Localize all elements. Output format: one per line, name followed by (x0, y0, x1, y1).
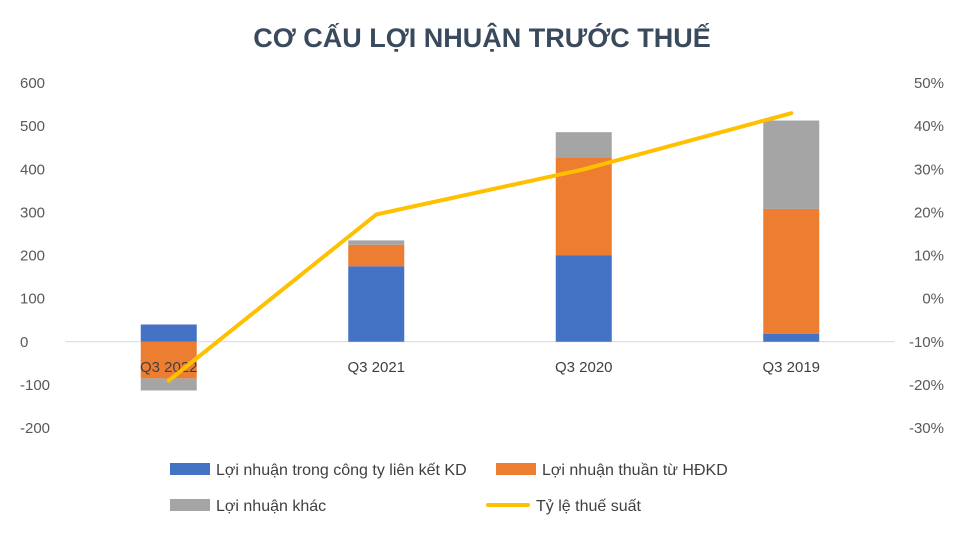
legend-swatch-2 (496, 463, 536, 475)
left-tick-label: -100 (20, 377, 50, 394)
right-tick-label: 20% (914, 204, 944, 221)
bar-segment-3 (140, 378, 197, 391)
legend: Lợi nhuận trong công ty liên kết KD Lợi n… (170, 462, 728, 515)
legend-label-4: Tỷ lệ thuế suất (536, 498, 642, 515)
right-tick-label: 30% (914, 161, 944, 178)
bar-segment-1 (348, 266, 405, 342)
right-tick-label: -20% (909, 377, 944, 394)
right-tick-label: -30% (909, 420, 944, 437)
bar-segment-3 (763, 120, 820, 209)
line-series-tax-rate (166, 111, 794, 383)
right-tick-label: -10% (909, 334, 944, 351)
legend-swatch-1 (170, 463, 210, 475)
bar-segment-2 (348, 244, 405, 267)
left-tick-label: 600 (20, 75, 45, 92)
bar-segment-1 (763, 333, 820, 342)
category-label: Q3 2020 (555, 359, 613, 376)
category-label: Q3 2021 (347, 359, 405, 376)
right-axis: 50% 40% 30% 20% 10% 0% -10% -20% -30% (909, 75, 944, 437)
left-tick-label: 100 (20, 291, 45, 308)
legend-label-2: Lợi nhuận thuần từ HĐKD (542, 462, 728, 479)
left-tick-label: -200 (20, 420, 50, 437)
legend-label-1: Lợi nhuận trong công ty liên kết KD (216, 462, 467, 479)
right-tick-label: 0% (922, 291, 944, 308)
left-tick-label: 200 (20, 248, 45, 265)
left-tick-label: 300 (20, 204, 45, 221)
left-tick-label: 500 (20, 118, 45, 135)
category-label: Q3 2019 (762, 359, 820, 376)
legend-swatch-3 (170, 499, 210, 511)
right-tick-label: 50% (914, 75, 944, 92)
bar-segment-1 (140, 324, 197, 342)
right-tick-label: 10% (914, 248, 944, 265)
bar-series (140, 120, 820, 391)
category-axis: Q3 2022 Q3 2021 Q3 2020 Q3 2019 (140, 359, 820, 376)
bar-segment-2 (763, 208, 820, 334)
left-tick-label: 0 (20, 334, 28, 351)
bar-segment-3 (348, 240, 405, 245)
bar-segment-3 (555, 132, 612, 158)
category-label: Q3 2022 (140, 359, 198, 376)
right-tick-label: 40% (914, 118, 944, 135)
bar-segment-1 (555, 255, 612, 342)
left-tick-label: 400 (20, 161, 45, 178)
chart-title: CƠ CẤU LỢI NHUẬN TRƯỚC THUẾ (253, 22, 710, 53)
legend-label-3: Lợi nhuận khác (216, 498, 326, 515)
left-axis: 600 500 400 300 200 100 0 -100 -200 (20, 75, 50, 437)
bar-segment-2 (140, 341, 197, 379)
